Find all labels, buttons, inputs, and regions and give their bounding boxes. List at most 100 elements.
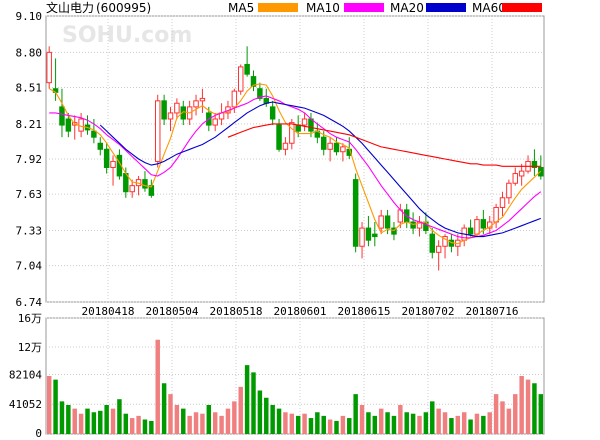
volume-bar [327, 419, 333, 434]
volume-y-tick: 12万 [18, 341, 42, 354]
volume-bar [168, 394, 173, 434]
candle-down [531, 160, 538, 168]
volume-bar [410, 413, 416, 434]
volume-bar [487, 412, 492, 434]
volume-y-tick: 16万 [18, 312, 42, 325]
candle-down [257, 88, 263, 99]
volume-bar [468, 419, 473, 434]
volume-bar [181, 408, 186, 434]
candle-down [180, 106, 187, 120]
volume-bar [264, 397, 269, 434]
candle-down [467, 227, 474, 235]
candle-down [480, 219, 487, 229]
volume-bar [257, 390, 263, 434]
volume-bar [219, 415, 224, 434]
volume-bar [321, 415, 326, 434]
volume-bar [91, 412, 97, 434]
candle-down [410, 221, 416, 229]
volume-bar [136, 415, 141, 434]
candle-down [391, 227, 397, 235]
volume-y-ticks: 16万 12万 82104 41052 0 [9, 312, 42, 440]
stock-name: 文山电力 [46, 0, 94, 15]
legend-ma10-label: MA10 [306, 1, 340, 15]
candle-down [276, 124, 282, 150]
candle-up [435, 245, 442, 253]
volume-bar [289, 413, 295, 434]
candle-up [289, 122, 295, 144]
volume-bar [442, 412, 448, 434]
volume-bar [359, 405, 365, 434]
candle-down [365, 227, 372, 241]
candle-up [193, 100, 199, 108]
volume-bar [347, 418, 352, 434]
volume-bar [66, 405, 71, 434]
volume-bar [98, 410, 103, 434]
candle-down [103, 148, 110, 168]
volume-bar [200, 413, 205, 434]
volume-bar [142, 419, 148, 434]
price-y-ticks: 9.10 8.80 8.51 8.21 7.92 7.63 7.33 7.04 6.74 [16, 10, 43, 309]
candle-down [333, 142, 340, 153]
volume-bar [404, 412, 409, 434]
volume-bar [251, 372, 256, 434]
volume-bar [270, 405, 275, 434]
candle-down [320, 136, 327, 150]
volume-bar [174, 405, 180, 434]
volume-bar [46, 376, 52, 434]
volume-bar [417, 415, 422, 434]
volume-bar [238, 386, 243, 434]
date-x-tick: 20180716 [466, 305, 519, 318]
candle-up [327, 142, 333, 150]
volume-bar [519, 376, 524, 434]
candle-up [359, 227, 365, 247]
volume-bar [110, 408, 116, 434]
candle-down [244, 63, 250, 75]
candle-up [474, 219, 480, 235]
candle-up [110, 160, 116, 168]
candle-up [231, 90, 238, 108]
candle-up [174, 102, 180, 114]
candle-up [340, 146, 346, 153]
date-x-tick: 20180615 [338, 305, 391, 318]
legend-ma5-label: MA5 [228, 1, 254, 15]
candle-up [506, 182, 512, 199]
volume-bar [378, 408, 384, 434]
candle-down [429, 233, 436, 253]
volume-bar [353, 394, 358, 434]
volume-bar [212, 412, 218, 434]
volume-bar [449, 418, 454, 434]
candle-down [269, 106, 276, 120]
volume-bar [187, 415, 192, 434]
volume-bar [334, 420, 339, 434]
volume-bar [117, 399, 122, 434]
candle-up [442, 236, 448, 247]
candle-down [142, 179, 148, 189]
volume-bar [315, 412, 320, 434]
volume-bar [525, 379, 531, 434]
candle-down [97, 142, 104, 150]
volume-bars [46, 339, 544, 434]
volume-bar [85, 408, 90, 434]
volume-bar [436, 408, 441, 434]
volume-bar [455, 415, 461, 434]
legend-ma20-swatch [426, 3, 466, 12]
legend-ma20-label: MA20 [390, 1, 424, 15]
candle-up [199, 97, 206, 102]
candle-up [518, 170, 525, 177]
candle-up [301, 118, 308, 126]
price-y-tick: 7.92 [16, 153, 43, 166]
volume-bar [123, 413, 129, 434]
volume-bar [430, 401, 435, 434]
moving-average-lines [48, 83, 542, 245]
volume-bar [276, 408, 282, 434]
candle-up [46, 51, 52, 84]
volume-bar [193, 412, 199, 434]
date-x-ticks: 20180418 20180504 20180518 20180601 20180615… [82, 305, 519, 318]
volume-bar [295, 415, 301, 434]
candle-up [499, 197, 506, 208]
volume-y-tick: 41052 [9, 398, 42, 411]
price-y-tick: 8.21 [16, 118, 43, 131]
volume-bar [283, 412, 288, 434]
price-y-tick: 8.80 [16, 46, 43, 59]
